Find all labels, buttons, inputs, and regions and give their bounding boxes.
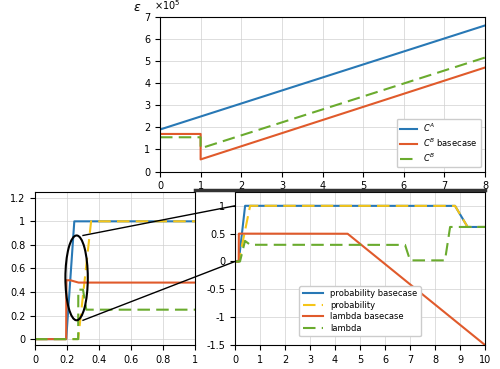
- probability: [394, 204, 400, 208]
- Y-axis label: $\varepsilon$: $\varepsilon$: [133, 0, 141, 14]
- probability basecase: [418, 204, 424, 208]
- $C^B$ basecase: [482, 65, 488, 70]
- probability basecase: [382, 204, 388, 208]
- probability: [278, 204, 283, 208]
- probability basecase: [394, 204, 400, 208]
- $C^B$ basecase: [198, 157, 203, 162]
- Line: lambda basecase: lambda basecase: [235, 234, 485, 345]
- $C^B$: [157, 135, 163, 139]
- $C^B$: [482, 55, 488, 60]
- X-axis label: $w^{alpha}_{/\beta}$: $w^{alpha}_{/\beta}$: [344, 368, 376, 369]
- $C^B$: [198, 146, 203, 151]
- Legend: $C^A$, $C^B$ basecase, $C^B$: $C^A$, $C^B$ basecase, $C^B$: [396, 118, 481, 168]
- lambda: [438, 258, 444, 263]
- lambda: [382, 242, 388, 247]
- probability: [438, 204, 444, 208]
- Text: $\times 10^5$: $\times 10^5$: [154, 0, 180, 13]
- lambda: [232, 259, 238, 264]
- probability: [247, 204, 253, 208]
- Text: a: a: [318, 193, 326, 206]
- Line: $C^B$ basecase: $C^B$ basecase: [160, 68, 485, 159]
- probability basecase: [482, 225, 488, 229]
- Line: lambda: lambda: [235, 227, 485, 262]
- Legend: probability basecase, probability, lambda basecase, lambda: probability basecase, probability, lambd…: [300, 286, 420, 336]
- probability basecase: [328, 204, 334, 208]
- probability: [232, 259, 238, 264]
- probability: [382, 204, 388, 208]
- lambda: [482, 225, 488, 229]
- lambda basecase: [438, 307, 444, 311]
- Line: probability: probability: [235, 206, 485, 262]
- X-axis label: $w^{alpha}_{/\beta}$: $w^{alpha}_{/\beta}$: [307, 194, 338, 213]
- probability: [418, 204, 424, 208]
- lambda basecase: [278, 231, 283, 236]
- $C^B$ basecase: [157, 132, 163, 136]
- probability basecase: [278, 204, 283, 208]
- lambda basecase: [394, 272, 400, 276]
- probability basecase: [438, 204, 444, 208]
- lambda basecase: [482, 343, 488, 347]
- probability basecase: [242, 204, 248, 208]
- lambda: [418, 258, 424, 263]
- lambda: [278, 242, 283, 247]
- $C^B$ basecase: [198, 132, 203, 136]
- lambda basecase: [418, 292, 424, 296]
- lambda: [447, 225, 453, 229]
- probability: [482, 225, 488, 229]
- lambda basecase: [236, 231, 242, 236]
- lambda basecase: [232, 259, 238, 264]
- Line: $C^B$: $C^B$: [160, 58, 485, 148]
- lambda basecase: [328, 231, 334, 236]
- $C^B$: [198, 135, 203, 139]
- lambda basecase: [382, 262, 388, 266]
- lambda: [328, 242, 334, 247]
- probability basecase: [232, 259, 238, 264]
- Line: probability basecase: probability basecase: [235, 206, 485, 262]
- probability: [328, 204, 334, 208]
- lambda: [394, 242, 400, 247]
- X-axis label: $w^{alpha}_{/\beta}$: $w^{alpha}_{/\beta}$: [100, 368, 130, 369]
